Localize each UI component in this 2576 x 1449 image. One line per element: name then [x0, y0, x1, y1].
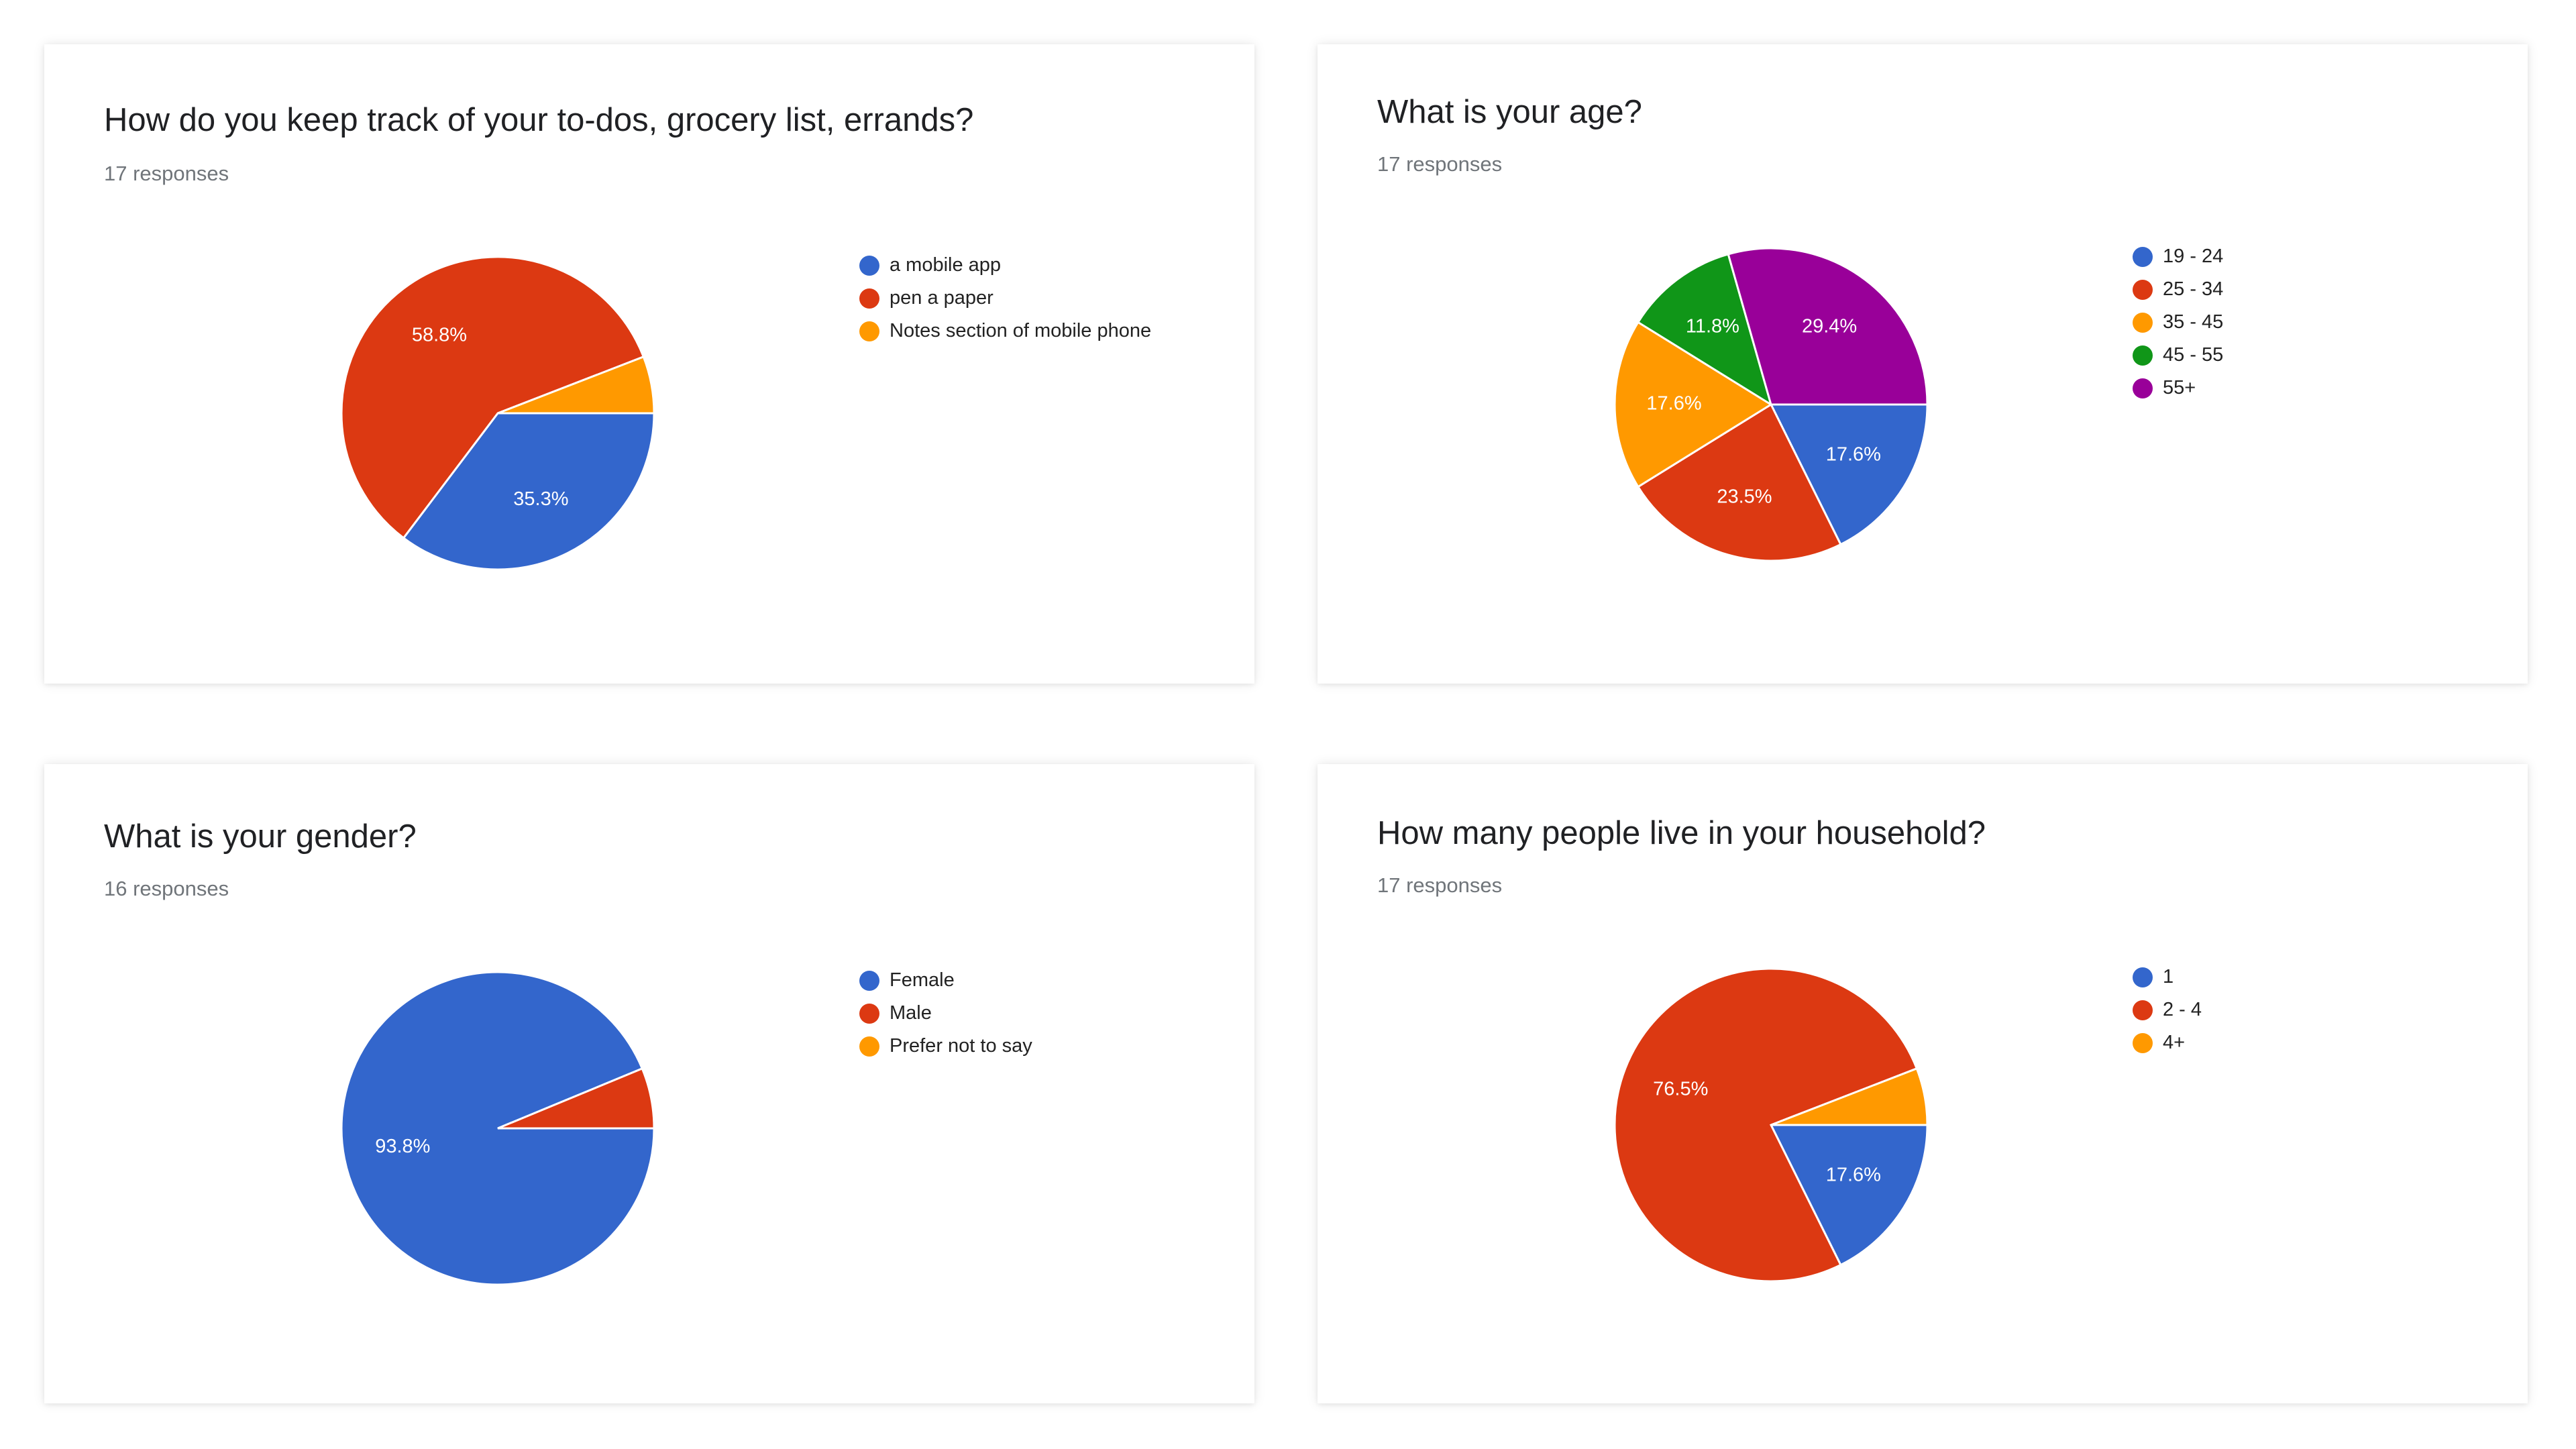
response-count: 17 responses: [1377, 152, 1503, 176]
legend-item: 19 - 24: [2133, 240, 2223, 273]
legend-item: 55+: [2133, 372, 2223, 405]
pie-slice-4: [1770, 1067, 1929, 1126]
legend-label: Female: [890, 969, 955, 991]
slice-label-25-34: 23.5%: [1717, 486, 1772, 508]
legend-item: 2 - 4: [2133, 994, 2202, 1026]
pie-slice-45-55: [1636, 253, 1773, 407]
response-count: 16 responses: [104, 877, 229, 900]
legend-swatch: [2133, 967, 2153, 987]
legend-label: 2 - 4: [2163, 999, 2202, 1020]
chart-card: How do you keep track of your to-dos, gr…: [44, 44, 1254, 684]
chart-legend: 1 2 - 4 4+: [2133, 961, 2202, 1059]
pie-chart: 17.6% 23.5% 17.6% 11.8% 29.4%: [1613, 247, 1929, 562]
pie-slice-1: [1769, 1124, 1929, 1267]
pie-slice-55: [1727, 247, 1929, 406]
response-count: 17 responses: [1377, 873, 1503, 897]
pie-slice-25-34: [1636, 402, 1842, 562]
legend-item: pen a paper: [859, 282, 1151, 315]
pie-chart: 93.8%: [340, 971, 655, 1286]
legend-label: 1: [2163, 966, 2174, 987]
legend-swatch: [859, 255, 879, 276]
pie-slice-notes-section-of-mobile-phone: [497, 355, 655, 415]
legend-swatch: [2133, 378, 2153, 398]
pie-slice-male: [497, 1067, 655, 1130]
legend-label: Notes section of mobile phone: [890, 320, 1152, 341]
legend-item: 45 - 55: [2133, 339, 2223, 372]
legend-swatch: [2133, 279, 2153, 300]
slice-label-a-mobile-app: 35.3%: [513, 488, 568, 510]
legend-swatch: [2133, 345, 2153, 366]
chart-card: What is your gender? 16 responses 93.8% …: [44, 764, 1254, 1403]
chart-legend: Female Male Prefer not to say: [859, 964, 1032, 1063]
legend-label: 19 - 24: [2163, 246, 2224, 267]
legend-label: 35 - 45: [2163, 311, 2224, 333]
pie-slice-2-4: [1613, 967, 1919, 1283]
legend-label: a mobile app: [890, 254, 1002, 276]
legend-item: Female: [859, 964, 1032, 997]
pie-slice-a-mobile-app: [402, 412, 655, 571]
legend-swatch: [2133, 1032, 2153, 1053]
chart-card: What is your age? 17 responses 17.6% 23.5…: [1318, 44, 2528, 684]
chart-legend: 19 - 24 25 - 34 35 - 45 45 - 55 55+: [2133, 240, 2223, 405]
legend-swatch: [859, 1003, 879, 1024]
legend-swatch: [2133, 1000, 2153, 1020]
slice-label-45-55: 11.8%: [1686, 315, 1739, 337]
legend-swatch: [2133, 246, 2153, 267]
chart-title: What is your age?: [1377, 94, 1642, 130]
pie-slice-pen-a-paper: [340, 256, 645, 540]
slice-label-pen-a-paper: 58.8%: [412, 324, 467, 345]
pie-slice-19-24: [1769, 403, 1929, 546]
legend-item: Male: [859, 997, 1032, 1030]
chart-title: How many people live in your household?: [1377, 815, 1986, 851]
slice-label-1: 17.6%: [1826, 1165, 1881, 1186]
response-count: 17 responses: [104, 162, 229, 185]
chart-legend: a mobile app pen a paper Notes section of …: [859, 249, 1151, 347]
legend-label: Male: [890, 1002, 932, 1024]
legend-label: 4+: [2163, 1032, 2186, 1053]
legend-item: a mobile app: [859, 249, 1151, 282]
slice-label-19-24: 17.6%: [1826, 444, 1881, 466]
pie-chart: 17.6% 76.5%: [1613, 967, 1929, 1283]
legend-swatch: [859, 321, 879, 341]
chart-card: How many people live in your household? …: [1318, 764, 2528, 1403]
chart-title: How do you keep track of your to-dos, gr…: [104, 102, 974, 138]
legend-item: Notes section of mobile phone: [859, 315, 1151, 347]
pie-chart: 35.3% 58.8%: [340, 256, 655, 571]
legend-swatch: [2133, 312, 2153, 333]
legend-label: 25 - 34: [2163, 278, 2224, 300]
slice-label-female: 93.8%: [375, 1136, 430, 1157]
chart-title: What is your gender?: [104, 818, 417, 855]
pie-slice-35-45: [1613, 321, 1773, 488]
slice-label-35-45: 17.6%: [1646, 393, 1701, 415]
legend-label: Prefer not to say: [890, 1035, 1032, 1057]
legend-item: 4+: [2133, 1026, 2202, 1059]
legend-label: pen a paper: [890, 287, 994, 309]
legend-swatch: [859, 288, 879, 309]
slice-label-2-4: 76.5%: [1653, 1078, 1708, 1099]
legend-item: 35 - 45: [2133, 306, 2223, 339]
slice-label-55: 29.4%: [1802, 315, 1857, 337]
legend-label: 55+: [2163, 377, 2196, 398]
legend-item: 25 - 34: [2133, 273, 2223, 306]
legend-item: Prefer not to say: [859, 1030, 1032, 1063]
legend-swatch: [859, 1036, 879, 1057]
legend-item: 1: [2133, 961, 2202, 994]
legend-swatch: [859, 970, 879, 991]
legend-label: 45 - 55: [2163, 344, 2224, 366]
